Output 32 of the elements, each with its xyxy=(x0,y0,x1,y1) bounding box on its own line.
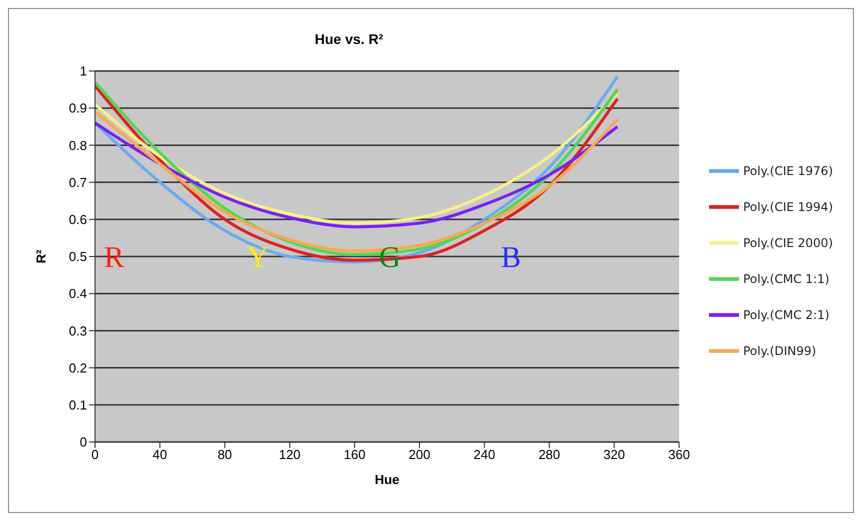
x-tick-label: 320 xyxy=(603,447,626,462)
legend-label: Poly.(CMC 2:1) xyxy=(743,308,830,322)
x-tick-label: 360 xyxy=(668,447,690,462)
y-tick-label: 0.1 xyxy=(68,398,87,413)
y-tick-label: 0.7 xyxy=(68,174,87,190)
line-series xyxy=(95,121,619,228)
y-tick-label: 0 xyxy=(80,434,87,450)
legend-label: Poly.(CIE 1976) xyxy=(743,164,833,178)
chart-title: Hue vs. R² xyxy=(314,31,384,47)
x-tick-label: 200 xyxy=(408,447,430,462)
y-tick-label: 0.5 xyxy=(68,249,87,264)
x-axis-title: Hue xyxy=(374,472,400,487)
y-tick-label: 0.6 xyxy=(68,212,87,228)
x-tick-label: 120 xyxy=(278,447,301,462)
y-tick-label: 0.8 xyxy=(68,138,87,153)
legend-label: Poly.(CMC 1:1) xyxy=(743,272,830,286)
x-tick-label: 0 xyxy=(91,447,99,462)
x-tick-label: 80 xyxy=(218,447,232,462)
legend-label: Poly.(CIE 1994) xyxy=(743,200,833,214)
x-tick-label: 160 xyxy=(344,447,366,462)
line-series xyxy=(95,92,619,225)
legend-label: Poly.(DIN99) xyxy=(743,344,816,358)
y-tick-label: 0.2 xyxy=(68,360,87,376)
x-tick-label: 240 xyxy=(474,447,496,462)
y-tick-label: 0.4 xyxy=(68,286,87,302)
y-tick-label: 0.3 xyxy=(68,323,87,338)
legend-label: Poly.(CIE 2000) xyxy=(743,236,833,250)
y-tick-label: 1 xyxy=(80,64,87,79)
x-tick-label: 40 xyxy=(152,447,168,462)
y-axis-title: R² xyxy=(34,248,49,264)
y-tick-label: 0.9 xyxy=(68,100,87,116)
x-tick-label: 280 xyxy=(538,447,560,462)
